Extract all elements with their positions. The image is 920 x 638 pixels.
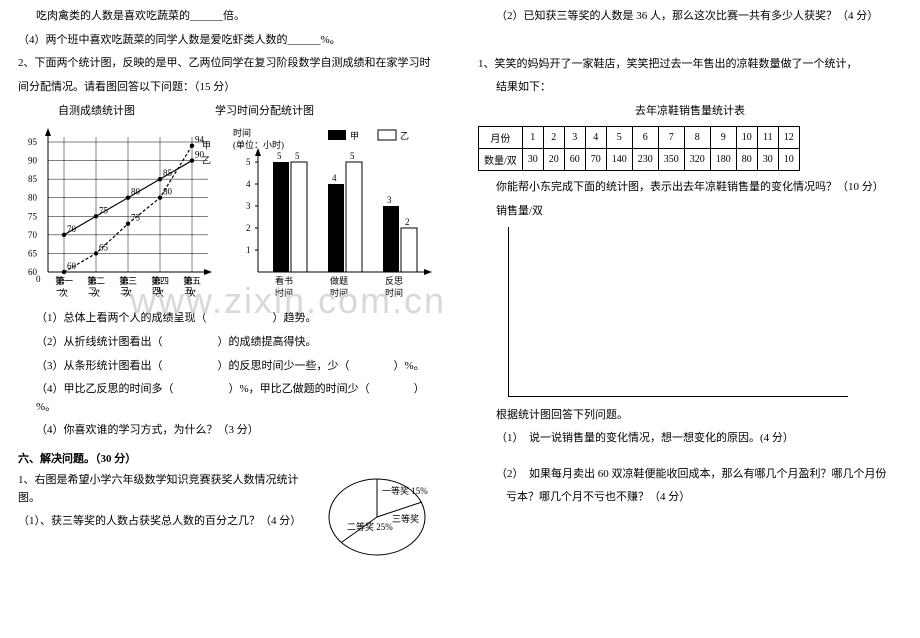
pie-chart: 一等奖 15% 三等奖 二等奖 25%	[322, 472, 432, 562]
svg-text:次: 次	[155, 287, 164, 298]
table-cell: 140	[606, 149, 632, 171]
table-header-cell: 7	[658, 127, 684, 149]
text-line: 2、下面两个统计图，反映的是甲、乙两位同学在复习阶段数学自测成绩和在家学习时	[18, 55, 442, 73]
svg-text:4: 4	[246, 179, 251, 189]
svg-text:次: 次	[187, 287, 196, 298]
sub-q: （3）从条形统计图看出（ ）的反思时间少一些，少（ ）%。	[18, 358, 442, 376]
svg-text:次: 次	[91, 287, 100, 298]
text-line: 根据统计图回答下列问题。	[478, 407, 902, 425]
table-header-cell: 11	[757, 127, 778, 149]
right-column: （2）已知获三等奖的人数是 36 人，那么这次比赛一共有多少人获奖？（4 分） …	[460, 0, 920, 638]
text-line: 结果如下：	[478, 79, 902, 97]
table-cell: 70	[585, 149, 606, 171]
line-chart: 6065707580859095第一第一次第二第二次第三第三次第四第四次第五第五…	[18, 122, 218, 302]
text-line: （4）两个班中喜欢吃蔬菜的同学人数是爱吃虾类人数的______%。	[18, 32, 442, 50]
table-header-cell: 9	[710, 127, 736, 149]
svg-text:时间: 时间	[233, 127, 251, 138]
table-header-cell: 月份	[479, 127, 523, 149]
sub-q: （4）甲比乙反思的时间多（ ）%，甲比乙做题的时间少（ ）%。	[18, 381, 442, 416]
svg-text:0: 0	[36, 274, 41, 284]
svg-text:2: 2	[405, 217, 410, 227]
svg-text:3: 3	[387, 195, 392, 205]
table-cell: 60	[564, 149, 585, 171]
svg-text:90: 90	[28, 156, 38, 166]
text-line: 吃肉禽类的人数是喜欢吃蔬菜的______倍。	[18, 8, 442, 26]
svg-text:次: 次	[59, 287, 68, 298]
table-cell: 20	[543, 149, 564, 171]
bar-chart-title: 学习时间分配统计图	[215, 102, 314, 118]
table-header-cell: 3	[564, 127, 585, 149]
table-header-cell: 2	[543, 127, 564, 149]
left-column: 吃肉禽类的人数是喜欢吃蔬菜的______倍。 （4）两个班中喜欢吃蔬菜的同学人数…	[0, 0, 460, 638]
text-line: 1、笑笑的妈妈开了一家鞋店，笑笑把过去一年售出的凉鞋数量做了一个统计，	[478, 56, 902, 74]
bar-chart: 时间 (单位：小时) 甲 乙 1234555看书时间45做题时间32反思时间	[228, 122, 438, 302]
table-header-cell: 12	[778, 127, 799, 149]
table-header-cell: 1	[522, 127, 543, 149]
table-cell: 10	[778, 149, 799, 171]
table-cell: 80	[736, 149, 757, 171]
svg-text:80: 80	[28, 193, 38, 203]
svg-text:看书: 看书	[275, 275, 293, 286]
svg-text:5: 5	[277, 151, 282, 161]
svg-text:第三: 第三	[119, 275, 137, 286]
sub-q: （2） 如果每月卖出 60 双凉鞋便能收回成本，那么有哪几个月盈利？哪几个月份	[478, 466, 902, 484]
svg-text:1: 1	[246, 245, 251, 255]
svg-text:80: 80	[163, 187, 173, 197]
svg-text:(单位：小时): (单位：小时)	[233, 139, 284, 150]
line-chart-title: 自测成绩统计图	[58, 102, 135, 118]
table-header-cell: 6	[632, 127, 658, 149]
svg-text:第四: 第四	[151, 275, 169, 286]
svg-text:第一: 第一	[55, 275, 73, 286]
svg-text:85: 85	[28, 175, 38, 185]
svg-text:75: 75	[28, 212, 38, 222]
sub-q: （1） 说一说销售量的变化情况，想一想变化的原因。(4 分）	[478, 430, 902, 448]
svg-text:95: 95	[28, 137, 38, 147]
table-cell: 320	[684, 149, 710, 171]
svg-text:3: 3	[246, 201, 251, 211]
svg-text:5: 5	[350, 151, 355, 161]
svg-text:乙: 乙	[400, 131, 409, 141]
svg-text:4: 4	[332, 173, 337, 183]
svg-text:甲: 甲	[350, 131, 359, 141]
text-line: （2）已知获三等奖的人数是 36 人，那么这次比赛一共有多少人获奖？（4 分）	[478, 8, 902, 26]
sub-q: 亏本？哪几个月不亏也不赚？（4 分）	[478, 489, 902, 507]
svg-text:时间: 时间	[275, 287, 293, 298]
table-cell: 180	[710, 149, 736, 171]
table-row-label: 数量/双	[479, 149, 523, 171]
y-axis-label: 销售量/双	[478, 203, 902, 221]
table-header-cell: 4	[585, 127, 606, 149]
svg-text:做题: 做题	[330, 275, 348, 286]
sub-q: （1）总体上看两个人的成绩呈现（ ）趋势。	[18, 310, 442, 328]
svg-text:时间: 时间	[330, 287, 348, 298]
section-title: 六、解决问题。（30 分）	[18, 450, 442, 466]
table-header-cell: 10	[736, 127, 757, 149]
sub-q: （2）从折线统计图看出（ ）的成绩提高得快。	[18, 334, 442, 352]
table-cell: 30	[757, 149, 778, 171]
svg-text:乙: 乙	[202, 156, 211, 166]
svg-text:时间: 时间	[385, 287, 403, 298]
svg-text:5: 5	[295, 151, 300, 161]
table-cell: 230	[632, 149, 658, 171]
svg-text:第五: 第五	[183, 275, 201, 286]
svg-text:第二: 第二	[87, 275, 105, 286]
svg-text:65: 65	[28, 249, 38, 259]
text-line: 你能帮小东完成下面的统计图，表示出去年凉鞋销售量的变化情况吗？（10 分）	[478, 179, 902, 197]
svg-text:70: 70	[28, 230, 38, 240]
table-title: 去年凉鞋销售量统计表	[478, 103, 902, 121]
sub-q: （4）你喜欢谁的学习方式，为什么？（3 分）	[18, 422, 442, 440]
sales-table: 月份123456789101112 数量/双302060701402303503…	[478, 126, 800, 171]
svg-text:次: 次	[123, 287, 132, 298]
svg-text:反思: 反思	[385, 276, 403, 286]
svg-text:2: 2	[246, 223, 251, 233]
svg-text:二等奖 25%: 二等奖 25%	[347, 521, 393, 532]
svg-text:5: 5	[246, 157, 251, 167]
table-cell: 350	[658, 149, 684, 171]
svg-text:一等奖 15%: 一等奖 15%	[382, 485, 428, 496]
empty-chart-frame	[508, 227, 848, 397]
svg-text:三等奖: 三等奖	[392, 513, 419, 524]
table-header-cell: 8	[684, 127, 710, 149]
text-line: 间分配情况。请看图回答以下问题：（15 分）	[18, 79, 442, 97]
table-header-cell: 5	[606, 127, 632, 149]
table-cell: 30	[522, 149, 543, 171]
